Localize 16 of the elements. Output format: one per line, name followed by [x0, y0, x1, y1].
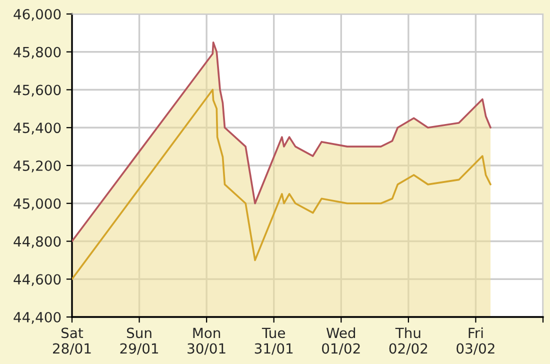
x-tick-label: Sat 28/01 [53, 328, 91, 355]
y-tick-label: 45,600 [14, 84, 61, 97]
y-tick-label: 44,800 [14, 236, 61, 248]
x-tick-label: Fri 03/02 [456, 327, 494, 355]
x-tick-label: Wed 01/02 [322, 327, 360, 355]
y-tick-label: 44,600 [14, 274, 61, 286]
x-tick-label: Thu 02/02 [389, 327, 428, 355]
y-tick-label: 45,800 [14, 46, 61, 59]
y-tick-label: 46,000 [14, 8, 61, 21]
x-tick-label: Mon 30/01 [188, 328, 226, 355]
y-tick-label: 45,000 [14, 198, 61, 210]
x-tick-label: Tue 31/01 [254, 328, 293, 355]
y-tick-label: 45,400 [14, 122, 61, 135]
x-tick-label: Sun 29/01 [120, 328, 158, 355]
y-tick-label: 45,200 [14, 160, 61, 172]
y-tick-label: 44,400 [14, 312, 61, 324]
